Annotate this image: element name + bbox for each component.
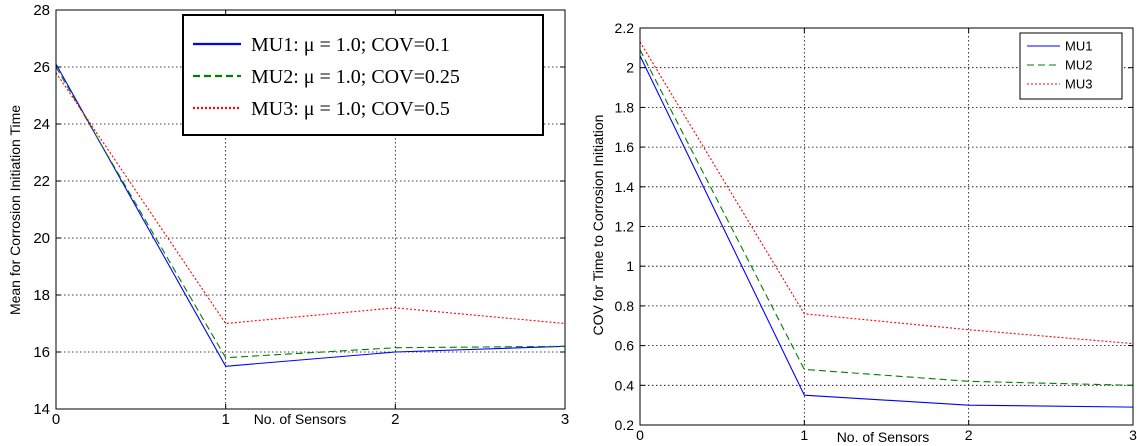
legend-box (1019, 32, 1123, 100)
axes-box (639, 27, 1134, 426)
chart-2: 0 1 2 3 0.2 0.4 0.6 0.8 1 1.2 1.4 1.6 1.8 2 2.2 No. of … (590, 20, 1137, 445)
y-tick-label: 22 (33, 173, 50, 190)
y-tick-label: 1 (626, 258, 634, 274)
legend-label-2: MU2 (1065, 58, 1092, 73)
y-tick-label: 26 (33, 59, 50, 76)
y-axis-label: COV for Time to Corrosion Initiation (590, 115, 606, 336)
y-tick-label: 1.2 (615, 219, 635, 235)
y-axis-label: Mean for Corrosion Initiation Time (7, 105, 23, 315)
legend-box (182, 14, 544, 136)
series-line-1 (55, 63, 566, 367)
series-line-2 (55, 66, 566, 359)
x-axis-label: No. of Sensors (837, 429, 930, 445)
x-tick-label: 0 (52, 411, 60, 428)
series-line-3 (639, 41, 1134, 345)
legend-label-2: MU2: μ = 1.0; COV=0.25 (251, 66, 460, 88)
x-tick-label: 1 (221, 411, 229, 428)
y-tick-label: 14 (33, 401, 50, 418)
x-axis-label: No. of Sensors (254, 411, 347, 427)
y-tick-label: 0.8 (615, 298, 635, 314)
legend-label-1: MU1 (1065, 39, 1092, 54)
x-tick-label: 2 (391, 411, 399, 428)
x-tick-label: 3 (561, 411, 569, 428)
y-tick-label: 1.6 (615, 139, 635, 155)
y-tick-label: 0.4 (615, 377, 635, 393)
legend-label-3: MU3: μ = 1.0; COV=0.5 (251, 98, 450, 120)
series-line-1 (639, 55, 1134, 408)
y-tick-label: 0.2 (615, 417, 635, 433)
x-tick-label: 0 (636, 427, 644, 443)
x-tick-label: 3 (1129, 427, 1137, 443)
y-tick-label: 18 (33, 287, 50, 304)
legend: MU1 MU2 MU3 (1019, 32, 1123, 100)
y-tick-label: 24 (33, 116, 50, 133)
axes-box (55, 9, 566, 410)
y-tick-label: 28 (33, 2, 50, 19)
y-tick-label: 20 (33, 230, 50, 247)
chart-1: 0 1 2 3 14 16 18 20 22 24 26 28 No. of Sensors Mean f… (7, 2, 569, 428)
y-tick-label: 2.2 (615, 20, 635, 36)
legend-label-3: MU3 (1065, 77, 1092, 92)
y-tick-label: 16 (33, 344, 50, 361)
y-tick-label: 0.6 (615, 338, 635, 354)
x-tick-label: 1 (800, 427, 808, 443)
legend-label-1: MU1: μ = 1.0; COV=0.1 (251, 34, 450, 56)
y-tick-label: 1.8 (615, 99, 635, 115)
legend: MU1: μ = 1.0; COV=0.1 MU2: μ = 1.0; COV=0… (182, 14, 544, 136)
y-tick-label: 2 (626, 60, 634, 76)
series-line-2 (639, 49, 1134, 386)
x-tick-label: 2 (965, 427, 973, 443)
y-tick-label: 1.4 (615, 179, 635, 195)
